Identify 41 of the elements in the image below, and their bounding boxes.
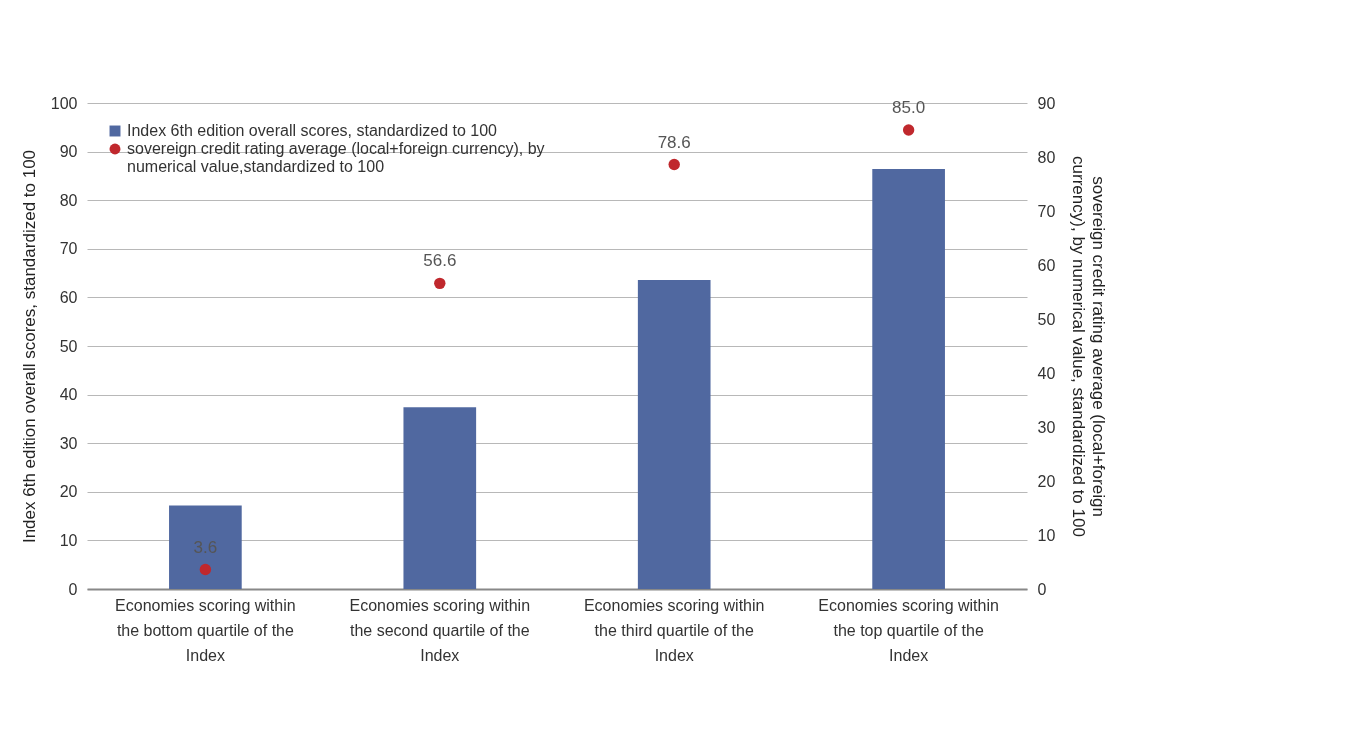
- y-tick-label: 40: [59, 386, 78, 404]
- bar: [403, 407, 477, 589]
- y2-tick-label: 70: [1037, 202, 1056, 220]
- legend-label: sovereign credit rating average (local+foreign currency), by numerical value,standardized to 100: [127, 140, 545, 175]
- x-tick-label: Economies scoring within the third quartile of the Index: [583, 596, 765, 664]
- bar: [637, 279, 711, 589]
- y-tick-label: 100: [50, 94, 78, 112]
- y-tick-label: 30: [59, 434, 78, 452]
- legend-label: Index 6th edition overall scores, standardized to 100: [127, 122, 498, 139]
- point: [668, 158, 680, 171]
- y2-axis-title: sovereign credit rating average (local+foreign currency), by numerical value, standardized to 100: [1069, 156, 1109, 537]
- data-label: 56.6: [423, 251, 457, 271]
- y-tick-label: 50: [59, 337, 78, 355]
- x-tick-label: Economies scoring within the bottom quartile of the Index: [115, 596, 296, 664]
- y2-tick-label: 20: [1037, 472, 1056, 490]
- y-tick-label: 70: [59, 240, 78, 258]
- bar: [169, 505, 242, 589]
- y-tick-label: 10: [59, 531, 78, 549]
- y-tick-label: 0: [68, 580, 78, 598]
- data-label: 78.6: [657, 132, 691, 152]
- x-tick-label: Economies scoring within the top quartile of the Index: [818, 596, 999, 664]
- y-tick-label: 80: [59, 191, 78, 209]
- data-label: 85.0: [892, 98, 926, 117]
- y2-tick-label: 10: [1037, 526, 1056, 544]
- y2-tick-label: 40: [1037, 364, 1056, 382]
- bar: [872, 169, 945, 589]
- point: [434, 277, 446, 290]
- y-tick-label: 60: [59, 288, 78, 306]
- y2-tick-label: 50: [1037, 310, 1056, 328]
- y2-tick-label: 0: [1037, 580, 1047, 598]
- data-label: 3.6: [193, 537, 218, 557]
- y2-tick-label: 60: [1037, 256, 1056, 274]
- y-tick-label: 90: [59, 143, 78, 161]
- y-tick-label: 20: [59, 483, 78, 501]
- x-tick-label: Economies scoring within the second quartile of the Index: [349, 596, 531, 664]
- point: [902, 124, 915, 136]
- y-axis-title: Index 6th edition overall scores, standardized to 100: [19, 149, 39, 544]
- y2-tick-label: 90: [1037, 94, 1056, 112]
- y2-tick-label: 80: [1037, 148, 1056, 166]
- point: [199, 563, 212, 576]
- y2-tick-label: 30: [1037, 418, 1056, 436]
